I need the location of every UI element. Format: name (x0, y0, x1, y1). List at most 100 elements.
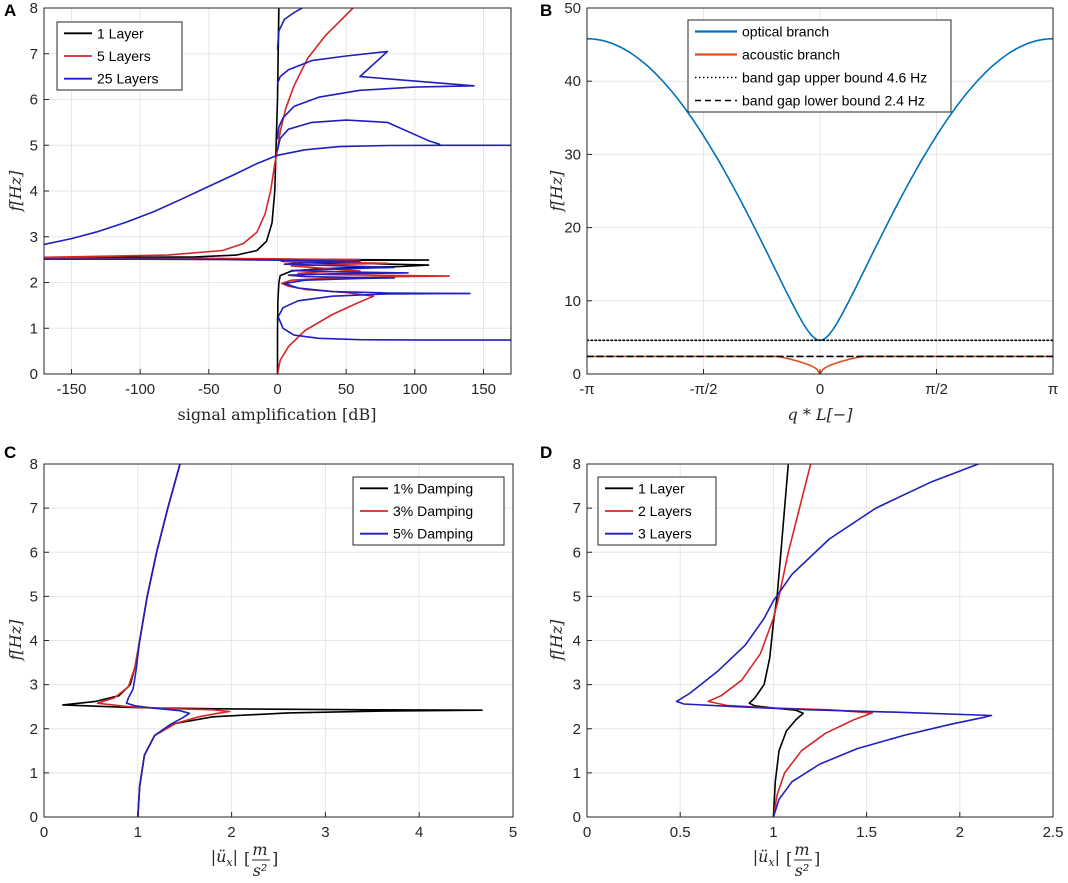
panel-a-series-25-layers (44, 258, 471, 295)
panel-b-legend-label: acoustic branch (742, 47, 840, 63)
panel-d-xlabel-bracket-open: [ (786, 849, 792, 868)
panel-c-xtick-label: 0 (40, 824, 48, 841)
panel-b-ylabel: f[Hz] (547, 170, 566, 213)
panel-b-ytick-label: 20 (564, 220, 581, 237)
panel-a-ylabel: f[Hz] (6, 170, 25, 213)
panel-d-series-2-layers (707, 464, 873, 817)
panel-a: A -150 -100 -50 0 50 100 150 0 1 2 3 4 5 6 7 8 signal a… (4, 0, 512, 424)
panel-c-ytick-label: 7 (30, 500, 38, 517)
panel-a-series-25-layers (276, 8, 303, 50)
panel-b-legend-label: band gap upper bound 4.6 Hz (742, 70, 927, 86)
panel-label-a: A (4, 1, 16, 20)
panel-d-xlabel-num: m (794, 840, 809, 859)
panel-b-xtick-label: 0 (816, 381, 824, 398)
panel-c-xtick-label: 5 (509, 824, 517, 841)
panel-b-xtick-label: π (1048, 381, 1058, 398)
panel-c-xtick-label: 3 (321, 824, 329, 841)
panel-a-ytick-label: 8 (30, 0, 38, 17)
panel-c: C 0 1 2 3 4 5 0 1 2 3 4 5 6 7 8 |üx| [ m s² ] f[Hz] 1%… (4, 443, 517, 880)
panel-c-ytick-label: 5 (30, 588, 38, 605)
panel-d-ytick-label: 7 (573, 500, 581, 517)
panel-a-series-5-layers (44, 257, 450, 374)
panel-d: D 0 0.5 1 1.5 2 2.5 0 1 2 3 4 5 6 7 8 |üx| [ m s² ] f[… (540, 443, 1063, 880)
panel-b-legend: optical branch acoustic branch band gap up… (687, 19, 952, 113)
panel-c-legend-label: 3% Damping (393, 503, 473, 519)
panel-c-legend-label: 1% Damping (393, 480, 473, 496)
panel-b-ytick-label: 10 (564, 293, 581, 310)
panel-c-ticks: 0 1 2 3 4 5 0 1 2 3 4 5 6 7 8 (30, 456, 518, 841)
panel-a-xtick-label: -50 (198, 381, 220, 398)
panel-d-ylabel: f[Hz] (547, 619, 566, 662)
panel-d-xlabel: |üx| [ m s² ] (753, 840, 821, 880)
panel-c-xlabel: |üx| [ m s² ] (211, 840, 279, 880)
panel-b-series-acoustic-branch (587, 355, 1053, 374)
panel-b-legend-label: band gap lower bound 2.4 Hz (742, 93, 925, 109)
panel-label-c: C (4, 443, 16, 462)
panel-c-xtick-label: 1 (134, 824, 142, 841)
panel-d-legend: 1 Layer 2 Layers 3 Layers (597, 476, 717, 546)
panel-a-legend-label: 5 Layers (97, 48, 151, 64)
panel-b-ytick-label: 30 (564, 146, 581, 163)
panel-label-d: D (540, 443, 552, 462)
panel-d-ytick-label: 1 (573, 765, 581, 782)
panel-d-ytick-label: 0 (573, 809, 581, 826)
panel-d-xtick-label: 0.5 (670, 824, 691, 841)
panel-a-series-1-layer (44, 8, 280, 259)
panel-a-xtick-label: 50 (338, 381, 355, 398)
panel-c-xtick-label: 2 (227, 824, 235, 841)
panel-c-ytick-label: 4 (30, 633, 38, 650)
panel-label-b: B (540, 1, 552, 20)
panel-d-xlabel-den: s² (795, 861, 810, 880)
panel-c-ytick-label: 3 (30, 677, 38, 694)
panel-c-ytick-label: 1 (30, 765, 38, 782)
panel-d-ytick-label: 5 (573, 588, 581, 605)
panel-b-xtick-label: -π (579, 381, 594, 398)
panel-b-ticks: -π -π/2 0 π/2 π 0 10 20 30 40 50 (564, 0, 1058, 398)
panel-d-xlabel-bracket-close: ] (814, 849, 820, 868)
panel-d-ticks: 0 0.5 1 1.5 2 2.5 0 1 2 3 4 5 6 7 8 (573, 456, 1064, 841)
panel-c-legend-label: 5% Damping (393, 526, 473, 542)
panel-a-ticks: -150 -100 -50 0 50 100 150 0 1 2 3 4 5 6 7 8 (30, 0, 496, 398)
panel-a-series (44, 8, 511, 374)
panel-a-ytick-label: 2 (30, 275, 38, 292)
panel-d-ytick-label: 6 (573, 544, 581, 561)
panel-a-series-25-layers (276, 50, 475, 87)
panel-a-legend-label: 25 Layers (97, 71, 158, 87)
panel-c-ytick-label: 0 (30, 809, 38, 826)
panel-a-ytick-label: 3 (30, 229, 38, 246)
panel-a-xtick-label: 100 (402, 381, 427, 398)
panel-a-ytick-label: 4 (30, 183, 38, 200)
panel-c-ytick-label: 2 (30, 721, 38, 738)
panel-c-grid (44, 464, 513, 817)
panel-a-legend: 1 Layer 5 Layers 25 Layers (56, 21, 183, 91)
panel-c-legend: 1% Damping 3% Damping 5% Damping (352, 476, 505, 546)
panel-c-series-5-damping (125, 464, 191, 817)
panel-a-ytick-label: 5 (30, 137, 38, 154)
panel-c-ylabel: f[Hz] (6, 619, 25, 662)
panel-c-xlabel-text: |üx| (211, 847, 238, 869)
panel-b-ytick-label: 0 (573, 366, 581, 383)
panel-d-xtick-label: 2 (956, 824, 964, 841)
panel-b-ytick-label: 40 (564, 73, 581, 90)
panel-d-xlabel-text: |üx| (753, 847, 780, 869)
panel-c-xlabel-bracket-close: ] (272, 849, 278, 868)
panel-b-series (587, 37, 1053, 374)
panel-d-xtick-label: 1.5 (856, 824, 877, 841)
panel-a-ytick-label: 7 (30, 46, 38, 63)
panel-d-ytick-label: 2 (573, 721, 581, 738)
panel-b-xtick-label: -π/2 (690, 381, 718, 398)
panel-d-xtick-label: 0 (583, 824, 591, 841)
panel-a-xtick-label: -150 (56, 381, 86, 398)
panel-a-ytick-label: 1 (30, 320, 38, 337)
panel-a-xlabel: signal amplification [dB] (177, 405, 376, 424)
panel-d-series-1-layer (748, 464, 804, 817)
panel-b-legend-label: optical branch (742, 24, 829, 40)
panel-d-legend-label: 1 Layer (638, 480, 685, 496)
panel-b-ytick-label: 50 (564, 0, 581, 17)
panel-a-series-25-layers (276, 119, 441, 151)
panel-a-legend-label: 1 Layer (97, 25, 144, 41)
panel-a-series-25-layers (44, 144, 511, 246)
panel-a-series-25-layers (277, 292, 511, 341)
